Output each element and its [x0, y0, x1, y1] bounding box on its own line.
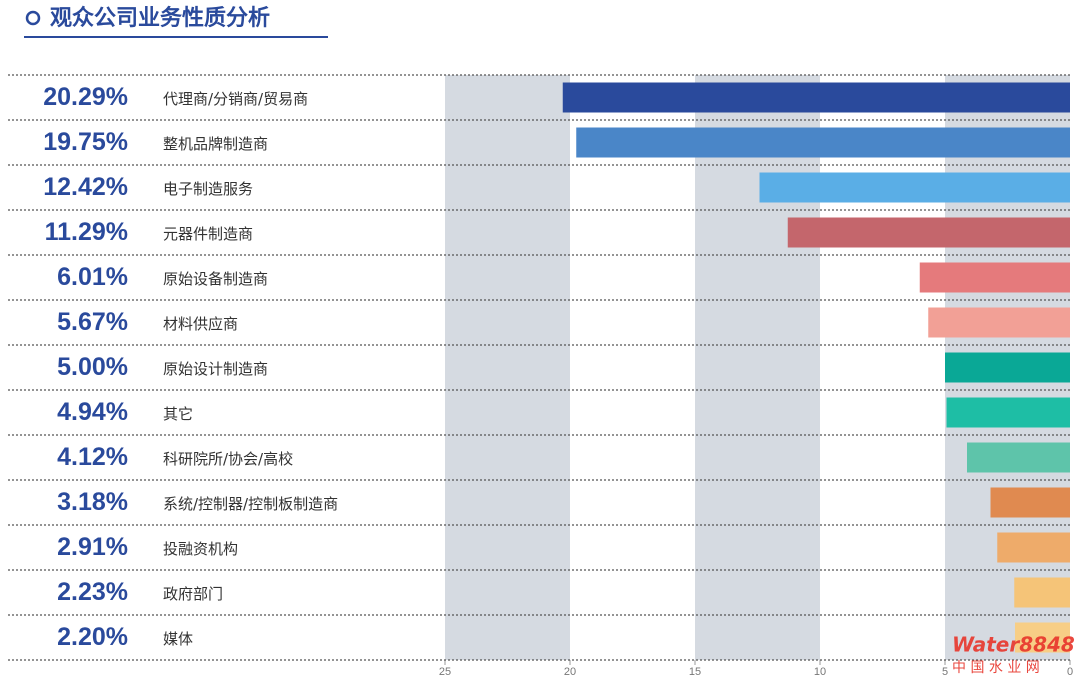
value-label: 6.01% — [57, 263, 128, 291]
bar — [997, 532, 1070, 563]
bar — [562, 82, 1070, 113]
category-label: 代理商/分销商/贸易商 — [163, 90, 308, 108]
bar — [919, 262, 1070, 293]
bar — [990, 487, 1070, 518]
category-label: 原始设计制造商 — [163, 360, 268, 378]
category-label: 材料供应商 — [163, 315, 238, 333]
value-label: 19.75% — [43, 128, 128, 156]
category-label: 其它 — [163, 405, 193, 423]
x-tick-label: 20 — [564, 666, 576, 678]
category-label: 元器件制造商 — [163, 225, 253, 243]
watermark-brand: Water8848 — [952, 633, 1075, 657]
bar — [946, 397, 1070, 428]
bar — [759, 172, 1070, 203]
category-label: 投融资机构 — [163, 540, 238, 558]
x-tick-label: 5 — [942, 666, 948, 678]
bar — [1015, 622, 1070, 653]
value-label: 4.12% — [57, 443, 128, 471]
grid-band — [445, 75, 570, 660]
value-label: 5.67% — [57, 308, 128, 336]
value-label: 2.91% — [57, 533, 128, 561]
value-label: 2.20% — [57, 623, 128, 651]
value-label: 5.00% — [57, 353, 128, 381]
category-label: 科研院所/协会/高校 — [163, 450, 293, 468]
x-tick-label: 0 — [1067, 666, 1073, 678]
category-label: 系统/控制器/控制板制造商 — [163, 495, 338, 513]
category-label: 政府部门 — [163, 585, 223, 603]
watermark-name: 中 国 水 业 网 — [952, 660, 1040, 676]
value-label: 3.18% — [57, 488, 128, 516]
value-label: 12.42% — [43, 173, 128, 201]
grid-band — [695, 75, 820, 660]
x-tick-label: 25 — [439, 666, 451, 678]
category-label: 媒体 — [163, 630, 193, 648]
bar — [945, 352, 1070, 383]
value-label: 20.29% — [43, 83, 128, 111]
bar — [967, 442, 1070, 473]
category-label: 整机品牌制造商 — [163, 135, 268, 153]
bar — [928, 307, 1070, 338]
bar — [1014, 577, 1070, 608]
value-label: 2.23% — [57, 578, 128, 606]
category-label: 电子制造服务 — [163, 180, 253, 198]
chart-title: 观众公司业务性质分析 — [50, 6, 270, 31]
bar — [576, 127, 1070, 158]
value-label: 11.29% — [45, 218, 128, 246]
bar — [787, 217, 1070, 248]
x-tick-label: 10 — [814, 666, 826, 678]
value-label: 4.94% — [57, 398, 128, 426]
title-icon — [25, 10, 41, 26]
category-label: 原始设备制造商 — [163, 270, 268, 288]
x-tick-label: 15 — [689, 666, 701, 678]
